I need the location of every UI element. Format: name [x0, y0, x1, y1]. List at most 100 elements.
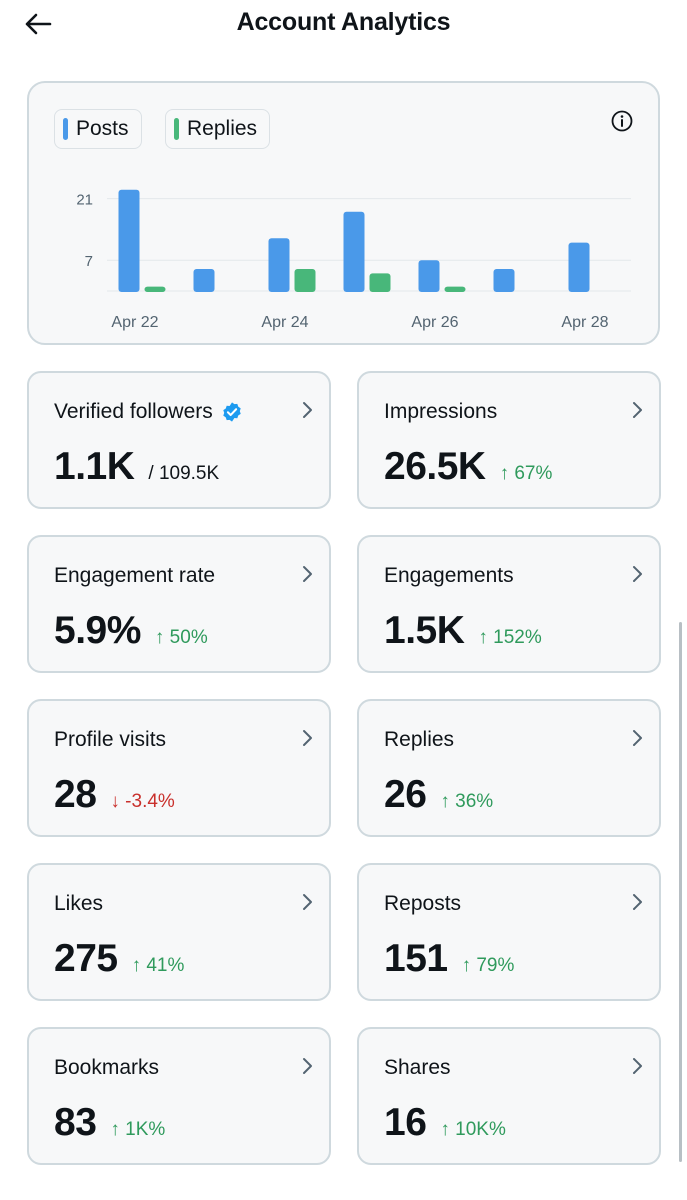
metric-label: Engagement rate	[54, 564, 215, 588]
metric-label: Impressions	[384, 400, 497, 424]
chevron-right-icon	[633, 402, 642, 418]
metric-label-text: Impressions	[384, 400, 498, 423]
metric-value-row: 1.1K / 109.5K	[54, 445, 219, 489]
metric-change: ↑ 50%	[154, 627, 208, 648]
metric-label: Engagements	[384, 564, 514, 588]
page-title: Account Analytics	[236, 8, 451, 36]
metric-change: ↑ 1K%	[110, 1119, 166, 1140]
metric-label: Shares	[384, 1056, 451, 1080]
posts-replies-chart: 21 7 Apr 22 Apr 24 Apr 26 Apr 28	[76, 189, 631, 331]
posts-bar	[268, 238, 290, 292]
verified-badge-icon	[223, 402, 241, 422]
metric-value-row: 151 ↑ 79%	[384, 937, 514, 981]
scrollbar[interactable]	[679, 622, 682, 1162]
chevron-right-icon	[633, 730, 642, 746]
info-icon	[611, 110, 633, 132]
metric-value-row: 1.5K ↑ 152%	[384, 609, 542, 653]
metric-card-engagement-rate[interactable]: Engagement rate 5.9% ↑ 50%	[27, 535, 331, 673]
posts-bar	[343, 211, 365, 292]
y-tick-label: 21	[76, 192, 93, 209]
posts-bar	[118, 189, 140, 292]
metric-value-row: 28 ↓ -3.4%	[54, 773, 175, 817]
metric-value: 16	[384, 1101, 427, 1144]
legend-posts[interactable]: Posts	[54, 109, 142, 149]
metric-value-row: 275 ↑ 41%	[54, 937, 184, 981]
metric-card-reposts[interactable]: Reposts 151 ↑ 79%	[357, 863, 661, 1001]
legend-posts-label: Posts	[76, 117, 129, 140]
metric-card-verified-followers[interactable]: Verified followers 1.1K / 109.5K	[27, 371, 331, 509]
chart-card: Posts Replies 21 7 Apr 22 Apr 24 Apr 26 Apr 2…	[27, 81, 660, 345]
metric-label: Reposts	[384, 892, 461, 916]
metric-change: ↑ 79%	[461, 955, 515, 976]
x-tick-label: Apr 24	[261, 314, 308, 331]
metric-label-text: Shares	[384, 1056, 451, 1079]
metric-value: 1.5K	[384, 609, 465, 652]
metric-label-text: Reposts	[384, 892, 462, 915]
metric-card-replies[interactable]: Replies 26 ↑ 36%	[357, 699, 661, 837]
metric-change: ↑ 41%	[131, 955, 185, 976]
posts-bar	[193, 269, 215, 292]
back-button[interactable]	[22, 8, 54, 40]
header: Account Analytics	[0, 0, 687, 50]
metric-label-text: Engagement rate	[54, 564, 216, 587]
posts-bar	[568, 242, 590, 292]
x-tick-label: Apr 26	[411, 314, 458, 331]
metric-label-text: Bookmarks	[54, 1056, 160, 1079]
metric-card-bookmarks[interactable]: Bookmarks 83 ↑ 1K%	[27, 1027, 331, 1165]
metric-value: 151	[384, 937, 448, 980]
back-arrow-icon	[25, 13, 52, 35]
chevron-right-icon	[303, 730, 312, 746]
metric-value-row: 26.5K ↑ 67%	[384, 445, 552, 489]
metric-change: ↑ 36%	[440, 791, 494, 812]
metric-label: Likes	[54, 892, 103, 916]
legend-replies-label: Replies	[187, 117, 258, 140]
chevron-right-icon	[303, 894, 312, 910]
chevron-right-icon	[303, 402, 312, 418]
metric-card-shares[interactable]: Shares 16 ↑ 10K%	[357, 1027, 661, 1165]
metric-value: 275	[54, 937, 118, 980]
metric-value: 5.9%	[54, 609, 141, 652]
chevron-right-icon	[303, 1058, 312, 1074]
metric-value-row: 5.9% ↑ 50%	[54, 609, 208, 653]
metric-value-row: 26 ↑ 36%	[384, 773, 493, 817]
x-tick-label: Apr 28	[561, 314, 608, 331]
metric-label-text: Engagements	[384, 564, 514, 587]
metric-value: 83	[54, 1101, 97, 1144]
metric-value: 26	[384, 773, 427, 816]
metric-label-text: Likes	[54, 892, 104, 915]
replies-bar	[294, 269, 316, 292]
replies-swatch	[174, 118, 179, 140]
metric-label-text: Profile visits	[54, 728, 167, 751]
metric-value: 28	[54, 773, 97, 816]
metric-value: 1.1K	[54, 445, 135, 488]
metric-label: Profile visits	[54, 728, 166, 752]
metric-value-row: 83 ↑ 1K%	[54, 1101, 165, 1145]
chevron-right-icon	[303, 566, 312, 582]
metric-value: 26.5K	[384, 445, 486, 488]
metric-label: Replies	[384, 728, 454, 752]
posts-bar	[418, 260, 440, 292]
metric-card-profile-visits[interactable]: Profile visits 28 ↓ -3.4%	[27, 699, 331, 837]
metric-label-text: Replies	[384, 728, 455, 751]
y-tick-label: 7	[85, 253, 93, 270]
replies-bar	[144, 286, 166, 292]
replies-bar	[369, 273, 391, 292]
posts-bar	[493, 269, 515, 292]
metric-change: ↑ 10K%	[440, 1119, 506, 1140]
metric-card-likes[interactable]: Likes 275 ↑ 41%	[27, 863, 331, 1001]
metric-card-engagements[interactable]: Engagements 1.5K ↑ 152%	[357, 535, 661, 673]
metric-change: ↑ 67%	[499, 463, 553, 484]
replies-bar	[444, 286, 466, 292]
info-button[interactable]	[610, 109, 634, 133]
metric-change: ↓ -3.4%	[110, 791, 175, 812]
metric-label: Verified followers	[54, 400, 243, 424]
metric-card-impressions[interactable]: Impressions 26.5K ↑ 67%	[357, 371, 661, 509]
posts-swatch	[63, 118, 68, 140]
x-tick-label: Apr 22	[111, 314, 158, 331]
metric-change: ↑ 152%	[478, 627, 542, 648]
chevron-right-icon	[633, 1058, 642, 1074]
legend-replies[interactable]: Replies	[165, 109, 271, 149]
metric-label: Bookmarks	[54, 1056, 159, 1080]
metric-label-text: Verified followers	[54, 400, 213, 423]
chevron-right-icon	[633, 894, 642, 910]
